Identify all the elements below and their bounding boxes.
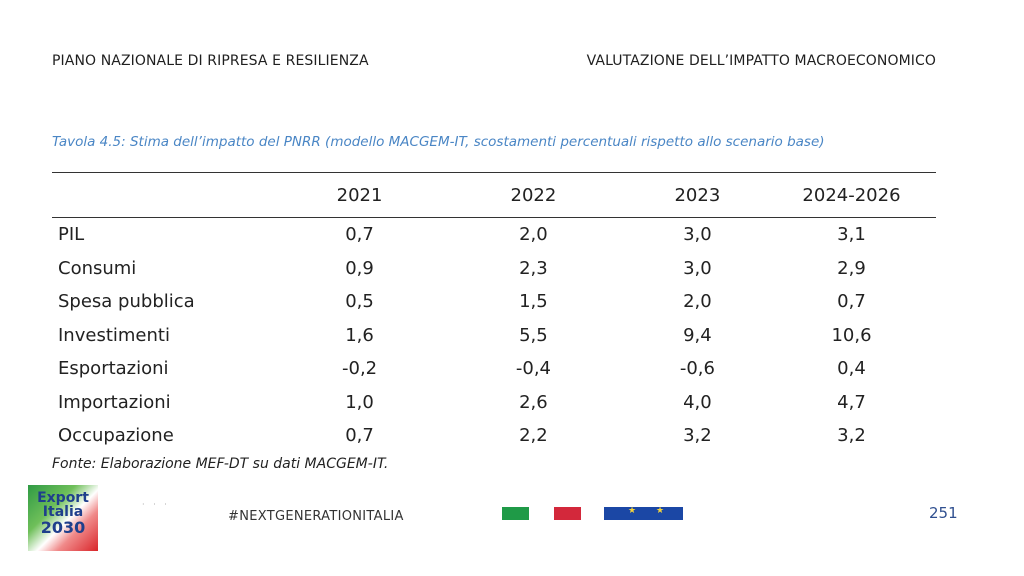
header-title-right: VALUTAZIONE DELL’IMPATTO MACROECONOMICO bbox=[586, 53, 936, 69]
table-cell: 0,5 bbox=[345, 291, 374, 313]
row-label: Investimenti bbox=[58, 324, 170, 346]
table-cell: 10,6 bbox=[831, 324, 872, 346]
row-label: Esportazioni bbox=[58, 358, 169, 380]
header-empty-cell bbox=[52, 172, 281, 218]
row-label: Spesa pubblica bbox=[58, 291, 195, 313]
table-caption: Tavola 4.5: Stima dell’impatto del PNRR … bbox=[52, 134, 825, 150]
export-italia-logo: Export Italia 2030 bbox=[28, 485, 98, 551]
table-cell: 1,5 bbox=[519, 291, 548, 313]
table-row: Consumi 0,9 2,3 3,0 2,9 bbox=[52, 252, 936, 286]
logo-line-1: Export bbox=[37, 490, 89, 506]
table-cell: 0,7 bbox=[837, 291, 866, 313]
table-cell: 0,4 bbox=[837, 358, 866, 380]
table-cell: 5,5 bbox=[519, 324, 548, 346]
table-cell: 2,9 bbox=[837, 257, 866, 279]
table-cell: 2,0 bbox=[519, 224, 548, 246]
table-cell: 9,4 bbox=[683, 324, 712, 346]
table-cell: 0,7 bbox=[345, 425, 374, 447]
table-row: PIL 0,7 2,0 3,0 3,1 bbox=[52, 218, 936, 252]
decorative-dots: · · · bbox=[142, 500, 170, 509]
impact-table-container: 2021 2022 2023 2024-2026 PIL 0,7 2,0 3,0… bbox=[52, 172, 936, 453]
table-cell: 0,7 bbox=[345, 224, 374, 246]
eu-flag-icon: ★ ★ bbox=[604, 506, 683, 520]
table-cell: 3,2 bbox=[837, 425, 866, 447]
logo-text: Export Italia 2030 bbox=[35, 491, 91, 536]
table-cell: 2,0 bbox=[683, 291, 712, 313]
table-row: Spesa pubblica 0,5 1,5 2,0 0,7 bbox=[52, 285, 936, 319]
table-cell: 2,3 bbox=[519, 257, 548, 279]
table-cell: 3,1 bbox=[837, 224, 866, 246]
row-label: PIL bbox=[58, 224, 85, 246]
table-cell: 1,6 bbox=[345, 324, 374, 346]
table-cell: 3,2 bbox=[683, 425, 712, 447]
table-cell: 4,7 bbox=[837, 391, 866, 413]
table-row: Esportazioni -0,2 -0,4 -0,6 0,4 bbox=[52, 352, 936, 386]
table-cell: -0,6 bbox=[679, 358, 715, 380]
table-cell: 3,0 bbox=[683, 257, 712, 279]
column-header: 2022 bbox=[439, 172, 628, 218]
flag-red-bar bbox=[554, 507, 581, 520]
eu-star-icon: ★ bbox=[628, 506, 637, 516]
table-cell: 1,0 bbox=[345, 391, 374, 413]
footer-hashtag: #NEXTGENERATIONITALIA bbox=[228, 509, 404, 524]
logo-line-3: 2030 bbox=[40, 518, 86, 537]
table-source-note: Fonte: Elaborazione MEF-DT su dati MACGE… bbox=[52, 456, 389, 472]
header-title-left: PIANO NAZIONALE DI RIPRESA E RESILIENZA bbox=[52, 53, 369, 69]
column-header: 2023 bbox=[627, 172, 767, 218]
table-cell: -0,2 bbox=[342, 358, 378, 380]
row-label: Occupazione bbox=[58, 425, 174, 447]
table-row: Importazioni 1,0 2,6 4,0 4,7 bbox=[52, 386, 936, 420]
table-cell: 2,6 bbox=[519, 391, 548, 413]
page-number: 251 bbox=[929, 504, 958, 522]
logo-line-2: Italia bbox=[42, 504, 84, 520]
table-header-row: 2021 2022 2023 2024-2026 bbox=[52, 172, 936, 218]
table-cell: 2,2 bbox=[519, 425, 548, 447]
table-row: Occupazione 0,7 2,2 3,2 3,2 bbox=[52, 419, 936, 453]
row-label: Importazioni bbox=[58, 391, 171, 413]
table-cell: 0,9 bbox=[345, 257, 374, 279]
table-cell: -0,4 bbox=[515, 358, 551, 380]
eu-star-icon: ★ bbox=[656, 506, 665, 516]
impact-table: 2021 2022 2023 2024-2026 PIL 0,7 2,0 3,0… bbox=[52, 172, 936, 453]
column-header: 2021 bbox=[280, 172, 440, 218]
table-cell: 3,0 bbox=[683, 224, 712, 246]
table-row: Investimenti 1,6 5,5 9,4 10,6 bbox=[52, 319, 936, 353]
table-cell: 4,0 bbox=[683, 391, 712, 413]
row-label: Consumi bbox=[58, 257, 137, 279]
column-header: 2024-2026 bbox=[766, 172, 936, 218]
flag-green-bar bbox=[502, 507, 529, 520]
